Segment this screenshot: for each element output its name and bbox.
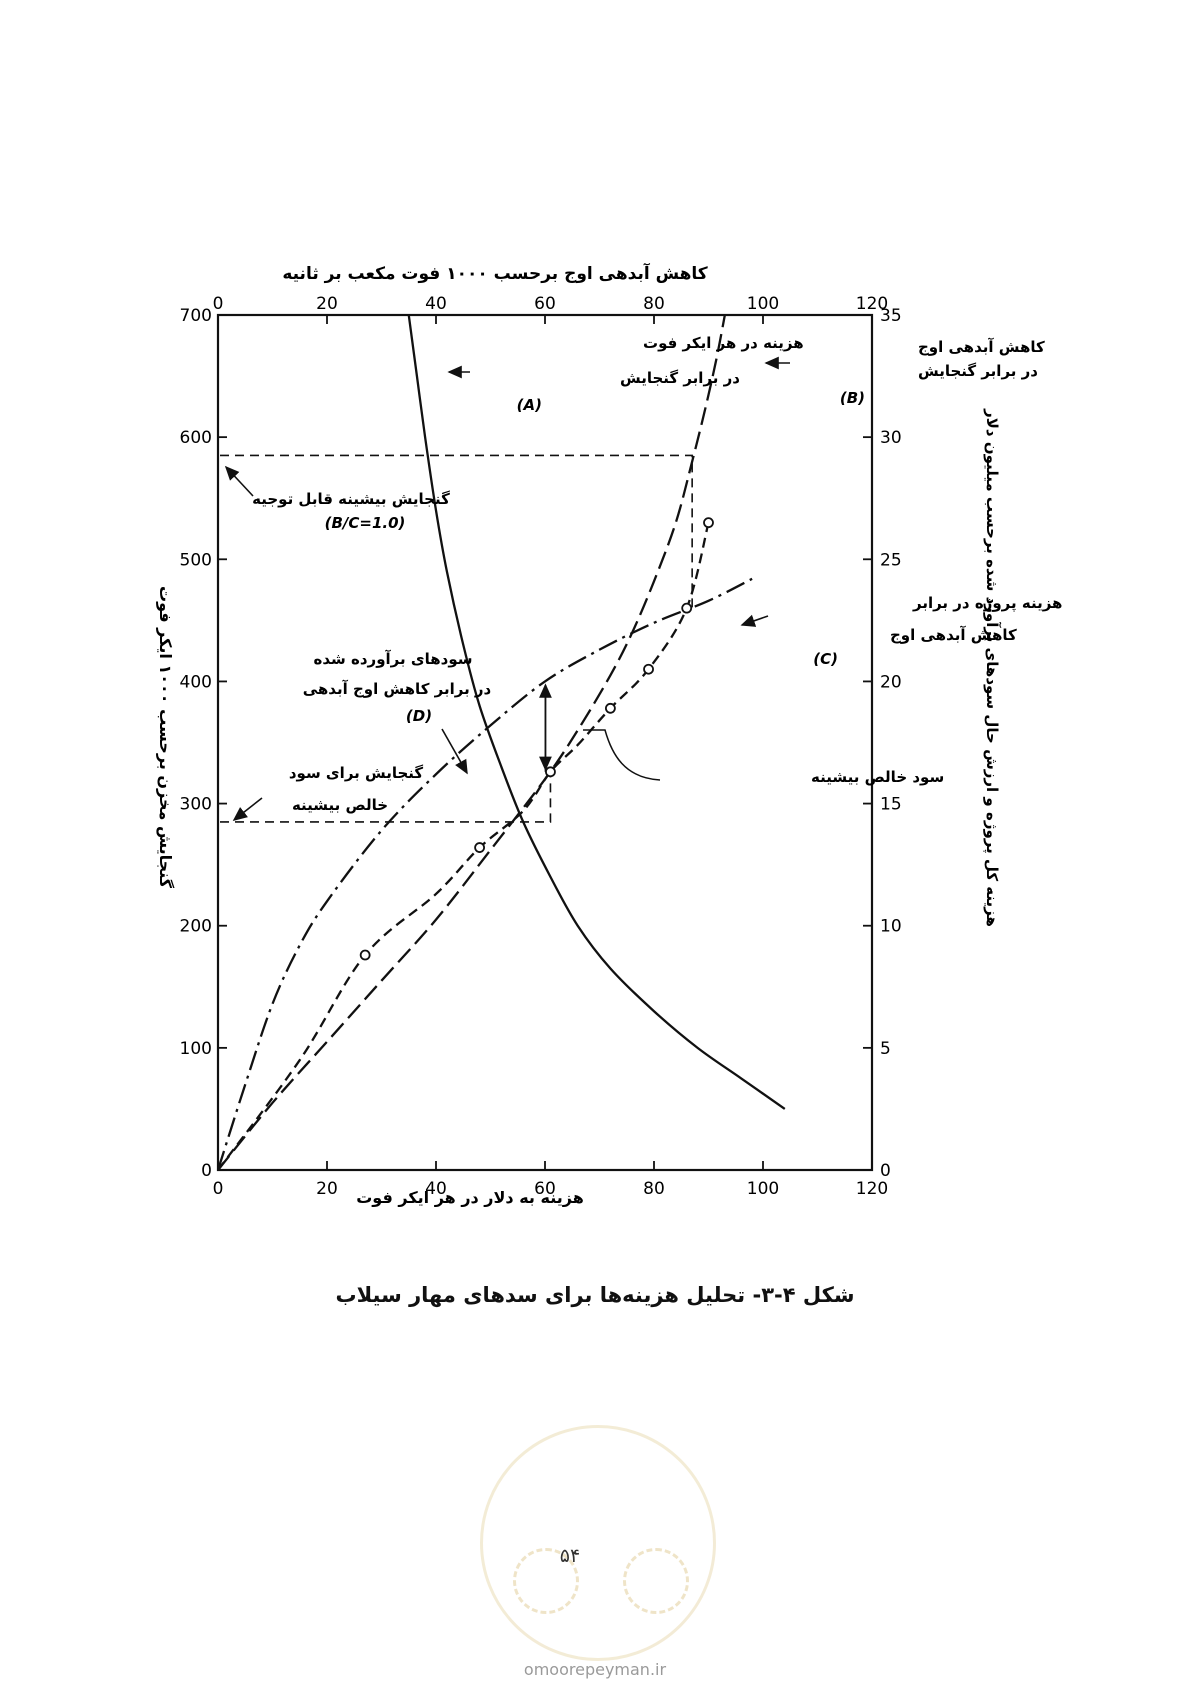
series-marker-c <box>703 517 714 529</box>
annotation-maxcap: گنجایش بیشینه قابل توجیه (B/C=1.0) <box>224 465 450 532</box>
x-top-tick-label: 120 <box>856 294 888 314</box>
annotation-maxcap-line2: (B/C=1.0) <box>325 514 406 532</box>
x-bottom-tick-label: 100 <box>747 1179 779 1199</box>
series-line-c <box>217 522 710 1171</box>
y-left-tick-label: 0 <box>201 1161 212 1181</box>
x-bottom-tick-label: 0 <box>213 1179 224 1199</box>
series-line-d <box>216 577 753 1171</box>
annotation-a: هزینه در هر ایکر فوت در برابر گنجایش (A) <box>447 334 804 414</box>
watermark-seal <box>480 1425 716 1661</box>
y-left-tick-label: 700 <box>180 306 212 326</box>
annotation-c-line2: کاهش آبدهی اوج <box>890 626 1017 644</box>
series-marker-c <box>643 663 654 675</box>
y-left-tick-label: 100 <box>180 1039 212 1059</box>
page-number: ۵۴ <box>559 1545 581 1567</box>
annotation-netben-label: سود خالص بیشینه <box>811 768 944 786</box>
x-bottom-tick-label: 120 <box>856 1179 888 1199</box>
annotation-a-tag: (A) <box>517 396 542 414</box>
annotation-capnet-line2: خالص بیشینه <box>292 796 388 814</box>
annotation-d-arrow <box>441 728 468 775</box>
guide-max-net-benefit <box>220 776 552 823</box>
series-lines <box>216 314 786 1171</box>
series-markers <box>359 517 714 961</box>
guide-lines <box>220 454 693 823</box>
y-left-tick-label: 500 <box>180 550 212 570</box>
y-right-tick-label: 15 <box>880 795 902 815</box>
y-right-tick-label: 10 <box>880 917 902 937</box>
y-left-tick-label: 300 <box>180 795 212 815</box>
top-axis-title: کاهش آبدهی اوج برحسب ۱۰۰۰ فوت مکعب بر ثا… <box>282 262 707 284</box>
x-axis-title: هزینه به دلار در هر ایکر فوت <box>356 1188 584 1207</box>
annotation-b: کاهش آبدهی اوج در برابر گنجایش (B) <box>764 338 1045 407</box>
y-right-tick-label: 35 <box>880 306 902 326</box>
annotation-b-line1: کاهش آبدهی اوج <box>918 338 1045 356</box>
y-left-tick-label: 400 <box>180 672 212 692</box>
annotation-d-tag: (D) <box>406 707 432 725</box>
series-line-a <box>407 314 786 1110</box>
x-top-tick-label: 60 <box>534 294 556 314</box>
y-right-tick-label: 0 <box>880 1161 891 1181</box>
annotation-maxcap-line1: گنجایش بیشینه قابل توجیه <box>252 490 450 508</box>
x-bottom-tick-label: 40 <box>425 1179 447 1199</box>
annotation-capnet: گنجایش برای سود خالص بیشینه <box>232 764 424 821</box>
guide-max-justifiable <box>220 454 693 609</box>
series-marker-c <box>474 842 486 853</box>
annotation-c-line1: هزینه پروژه در برابر <box>912 594 1062 613</box>
watermark-site: omoorepeyman.ir <box>523 1660 667 1679</box>
x-top-tick-label: 0 <box>213 294 224 314</box>
y-right-tick-label: 25 <box>880 550 902 570</box>
x-bottom-tick-label: 60 <box>534 1179 556 1199</box>
y-right-tick-label: 30 <box>880 428 902 448</box>
y-left-tick-label: 200 <box>180 917 212 937</box>
annotation-netben: سود خالص بیشینه <box>583 729 944 786</box>
annotation-capnet-arrow <box>232 797 263 821</box>
annotation-c-arrow <box>740 614 769 627</box>
annotation-d: سودهای برآورده شده در برابر کاهش اوج آبد… <box>303 650 492 775</box>
y-right-tick-label: 20 <box>880 672 902 692</box>
left-axis-title: گنجایش مخزن برحسب ۱۰۰۰ ایکر فوت <box>156 586 175 889</box>
annotation-b-tag: (B) <box>840 389 865 407</box>
annotation-capnet-line1: گنجایش برای سود <box>289 764 424 782</box>
y-right-tick-label: 5 <box>880 1039 891 1059</box>
series-marker-c <box>545 766 556 778</box>
figure-caption: شکل ۴-۳- تحلیل هزینه‌ها برای سدهای مهار … <box>335 1283 855 1307</box>
series-line-b <box>217 314 726 1171</box>
series-marker-c <box>359 949 371 961</box>
annotation-maxcap-arrow <box>224 465 254 497</box>
x-bottom-tick-label: 80 <box>643 1179 665 1199</box>
annotation-b-line2: در برابر گنجایش <box>918 362 1038 380</box>
annotation-a-line2: در برابر گنجایش <box>620 369 740 387</box>
x-bottom-tick-label: 20 <box>316 1179 338 1199</box>
annotation-d-line1: سودهای برآورده شده <box>314 650 473 668</box>
series-marker-c <box>681 602 693 614</box>
x-top-tick-label: 100 <box>747 294 779 314</box>
series-marker-c <box>605 702 616 714</box>
annotation-a-line1: هزینه در هر ایکر فوت <box>643 334 804 352</box>
right-axis-title: هزینه کل پروژه و ارزش حال سودهای برآورد … <box>982 408 1001 927</box>
x-top-tick-label: 40 <box>425 294 447 314</box>
x-top-tick-label: 20 <box>316 294 338 314</box>
annotation-c-tag: (C) <box>813 650 838 668</box>
y-left-tick-label: 600 <box>180 428 212 448</box>
annotation-c: هزینه پروژه در برابر کاهش آبدهی اوج (C) <box>740 594 1062 668</box>
x-top-tick-label: 80 <box>643 294 665 314</box>
annotation-netben-leader <box>583 729 661 781</box>
annotation-d-line2: در برابر کاهش اوج آبدهی <box>303 680 492 698</box>
watermark-gear-icon <box>513 1548 579 1614</box>
watermark-gear-icon <box>623 1548 689 1614</box>
